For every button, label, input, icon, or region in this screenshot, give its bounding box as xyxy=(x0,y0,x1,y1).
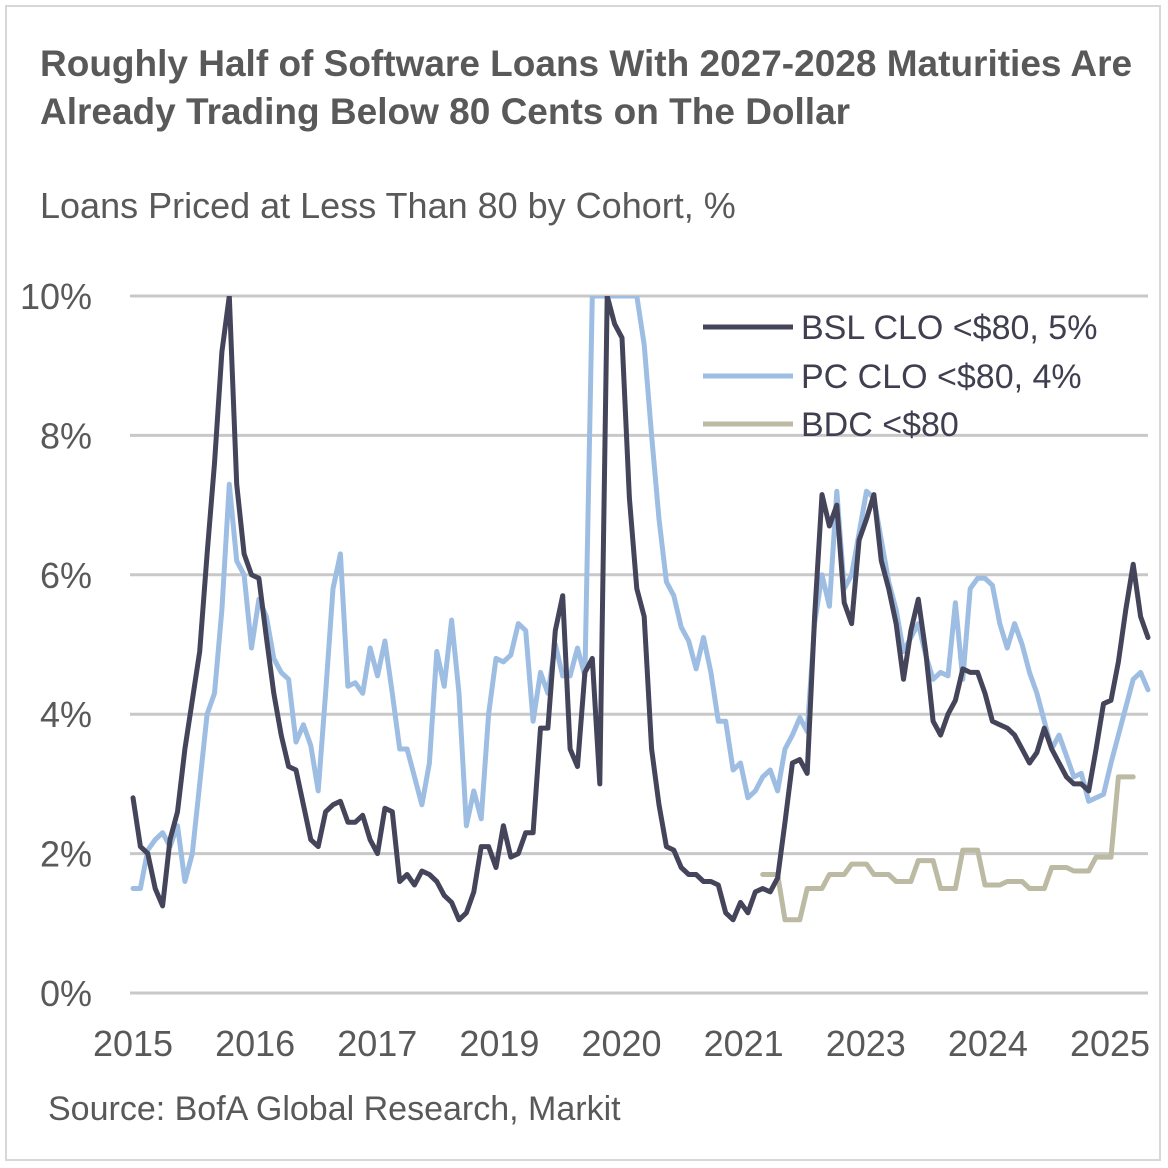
y-tick-label: 6% xyxy=(40,555,92,596)
legend-label-bsl: BSL CLO <$80, 5% xyxy=(801,309,1097,347)
x-tick-label: 2025 xyxy=(1070,1023,1150,1064)
y-tick-label: 4% xyxy=(40,694,92,735)
chart-subtitle: Loans Priced at Less Than 80 by Cohort, … xyxy=(40,185,736,226)
legend-label-bdc: BDC <$80 xyxy=(801,406,959,444)
chart-frame xyxy=(5,5,1161,1161)
y-tick-label: 0% xyxy=(40,973,92,1014)
x-axis-ticks: 2015 2016 2017 2019 2020 2021 2023 2024 2025 xyxy=(93,1023,1150,1064)
y-tick-label: 8% xyxy=(40,415,92,456)
x-tick-label: 2024 xyxy=(948,1023,1028,1064)
series-line-bsl xyxy=(130,296,1151,923)
x-tick-label: 2021 xyxy=(704,1023,784,1064)
x-tick-label: 2016 xyxy=(215,1023,295,1064)
series-line-bdc xyxy=(760,774,1136,923)
x-tick-label: 2020 xyxy=(581,1023,661,1064)
series-lines xyxy=(130,296,1151,923)
x-tick-label: 2017 xyxy=(337,1023,417,1064)
y-tick-label: 10% xyxy=(20,276,92,317)
y-axis-ticks: 0% 2% 4% 6% 8% 10% xyxy=(20,276,92,1014)
gridlines xyxy=(130,294,1148,995)
source-note: Source: BofA Global Research, Markit xyxy=(48,1090,621,1128)
legend: BSL CLO <$80, 5% PC CLO <$80, 4% BDC <$80 xyxy=(703,309,1097,444)
chart-title: Roughly Half of Software Loans With 2027… xyxy=(40,43,1133,132)
legend-label-pc: PC CLO <$80, 4% xyxy=(801,358,1082,396)
x-tick-label: 2023 xyxy=(826,1023,906,1064)
x-tick-label: 2015 xyxy=(93,1023,173,1064)
series-line-pc xyxy=(130,296,1151,891)
x-tick-label: 2019 xyxy=(459,1023,539,1064)
y-tick-label: 2% xyxy=(40,834,92,875)
